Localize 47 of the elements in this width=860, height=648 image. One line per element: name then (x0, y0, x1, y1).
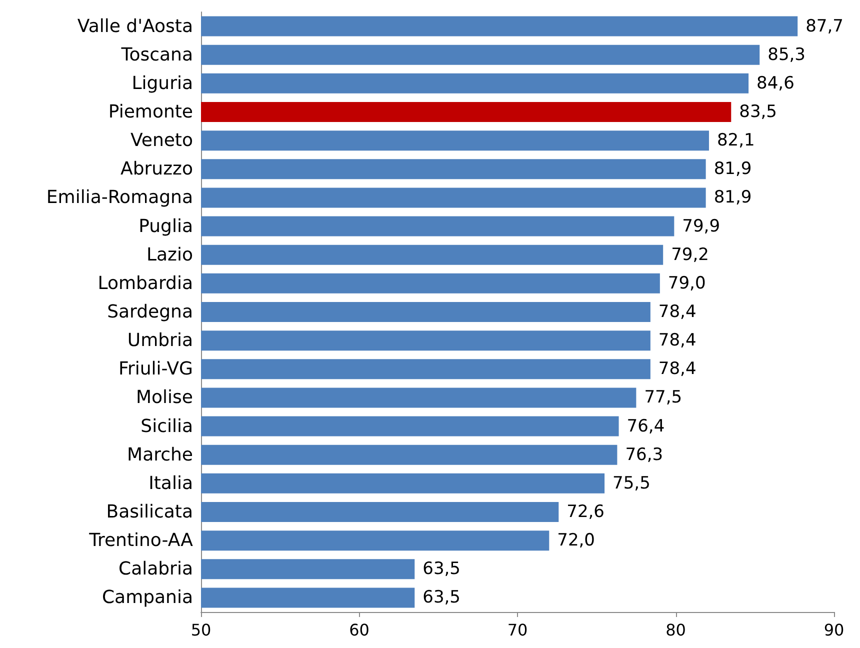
y-tick-label: Lazio (146, 244, 193, 266)
y-tick-label: Veneto (130, 130, 193, 152)
y-tick-label: Umbria (127, 330, 193, 352)
data-label: 84,6 (756, 73, 794, 94)
data-label: 79,0 (668, 273, 706, 294)
y-tick-label: Marche (127, 444, 193, 466)
x-tick-label: 90 (824, 620, 844, 640)
y-tick-label: Abruzzo (120, 158, 193, 180)
data-label: 76,3 (625, 444, 664, 465)
y-tick-label: Valle d'Aosta (77, 16, 193, 37)
data-label: 85,3 (768, 44, 806, 65)
data-label: 81,9 (714, 188, 752, 208)
data-label: 78,4 (658, 330, 696, 351)
data-label: 76,4 (626, 416, 665, 436)
data-label: 79,2 (671, 244, 709, 265)
y-tick-label: Lombardia (98, 272, 193, 294)
y-tick-label: Molise (136, 387, 193, 408)
y-tick-label: Campania (102, 587, 193, 608)
y-tick-label: Piemonte (108, 102, 193, 122)
data-label: 87,7 (806, 16, 844, 36)
y-tick-label: Sardegna (107, 302, 193, 322)
data-label: 78,4 (658, 359, 696, 380)
x-tick-label: 80 (666, 620, 686, 640)
y-tick-label: Toscana (120, 44, 193, 66)
y-tick-label: Liguria (132, 72, 193, 94)
x-tick-label: 70 (507, 620, 528, 640)
y-tick-label: Calabria (118, 558, 193, 580)
data-label: 77,5 (644, 388, 682, 408)
y-tick-label: Friuli-VG (118, 358, 193, 380)
y-tick-label: Trentino-AA (88, 530, 194, 552)
data-label: 75,5 (612, 473, 650, 494)
y-tick-label: Puglia (138, 216, 193, 237)
y-tick-label: Sicilia (140, 416, 193, 437)
data-label: 78,4 (658, 302, 696, 322)
x-tick-label: 60 (349, 620, 370, 640)
data-label: 82,1 (716, 130, 755, 151)
y-tick-label: Emilia-Romagna (46, 187, 193, 208)
data-label: 79,9 (682, 216, 720, 236)
x-tick-label: 50 (190, 620, 212, 640)
data-label: 63,5 (422, 588, 460, 608)
data-label: 83,5 (739, 102, 777, 122)
data-label: 72,0 (557, 530, 596, 551)
data-label: 63,5 (422, 559, 460, 580)
data-label: 72,6 (566, 502, 605, 522)
y-tick-label: Basilicata (106, 502, 193, 522)
data-label: 81,9 (714, 159, 752, 180)
y-tick-label: Italia (148, 472, 193, 494)
